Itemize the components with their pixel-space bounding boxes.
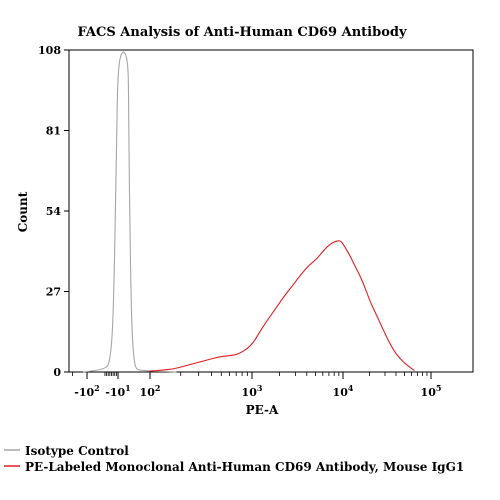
histogram-curves (83, 51, 416, 373)
x-axis-ticks: -102 -101 102 103 104 105 (72, 372, 442, 399)
x-tick-label: 103 (242, 383, 263, 399)
legend: Isotype Control PE-Labeled Monoclonal An… (4, 444, 464, 474)
cd69-antibody-curve (149, 240, 416, 372)
y-tick-label: 27 (46, 286, 61, 299)
y-axis-label: Count (16, 191, 30, 232)
isotype-control-curve (83, 51, 177, 373)
y-tick-label: 0 (53, 366, 61, 379)
legend-label-cd69: PE-Labeled Monoclonal Anti-Human CD69 An… (25, 460, 464, 474)
x-tick-label: -102 (74, 383, 99, 399)
x-tick-label: 104 (333, 383, 354, 399)
chart-title: FACS Analysis of Anti-Human CD69 Antibod… (77, 25, 406, 40)
legend-label-isotype: Isotype Control (25, 444, 129, 458)
y-tick-label: 54 (46, 205, 62, 218)
x-axis-label: PE-A (246, 403, 279, 417)
x-tick-label: 102 (140, 383, 161, 399)
y-tick-label: 81 (46, 125, 61, 138)
y-tick-label: 108 (38, 44, 61, 57)
y-axis-ticks: 0 27 54 81 108 (38, 44, 69, 379)
x-tick-label: 105 (421, 383, 442, 399)
x-tick-label: -101 (105, 383, 130, 399)
